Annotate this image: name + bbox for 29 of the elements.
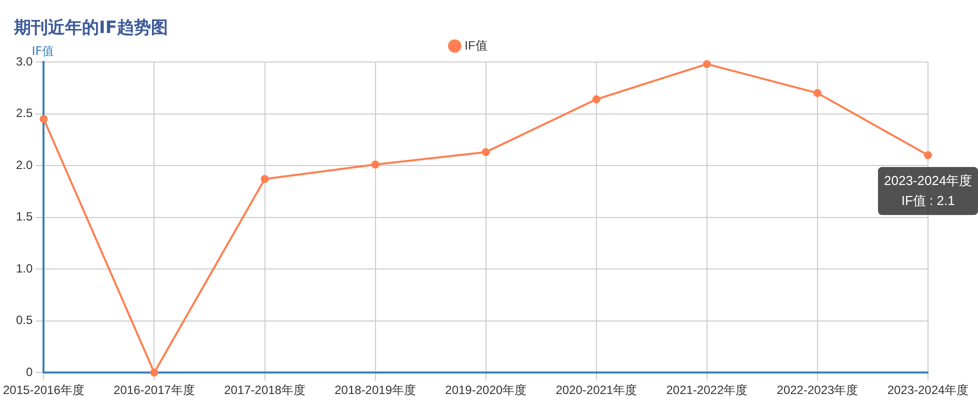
legend-label: IF值 [464,38,488,52]
y-tick-label: 1.0 [16,261,34,276]
x-tick-label: 2019-2020年度 [445,383,527,398]
x-tick-label: 2023-2024年度 [887,383,969,398]
y-tick-label: 0.5 [16,313,34,328]
point [482,148,490,156]
x-tick-label: 2020-2021年度 [556,383,638,398]
x-tick-label: 2022-2023年度 [776,383,858,398]
annotation: 2023-2024年度 IF值 : 2.1 [878,167,978,216]
x-tick-label: 2021-2022年度 [666,383,748,398]
point [702,60,711,68]
x-tick-label: 2017-2018年度 [224,383,306,398]
point [592,95,600,104]
x-tick-label: 2015-2016年度 [3,383,84,398]
point [371,160,380,168]
point [924,151,932,160]
y-tick-label: 1.5 [16,210,34,224]
point [260,174,269,183]
x-tick-label: 2018-2019年度 [334,383,416,398]
chart-title: 期刊近年的IF趋势图 [14,17,168,39]
y-tick-label: 3.0 [16,54,34,68]
point [150,368,158,377]
y-tick-label: 0 [26,364,34,379]
x-tick-label: 2016-2017年度 [114,383,195,398]
y-tick-label: 2.5 [16,106,34,120]
point [40,114,48,123]
point [813,89,822,98]
y-axis-title: IF值 [32,44,54,58]
y-tick-label: 2.0 [16,158,34,172]
